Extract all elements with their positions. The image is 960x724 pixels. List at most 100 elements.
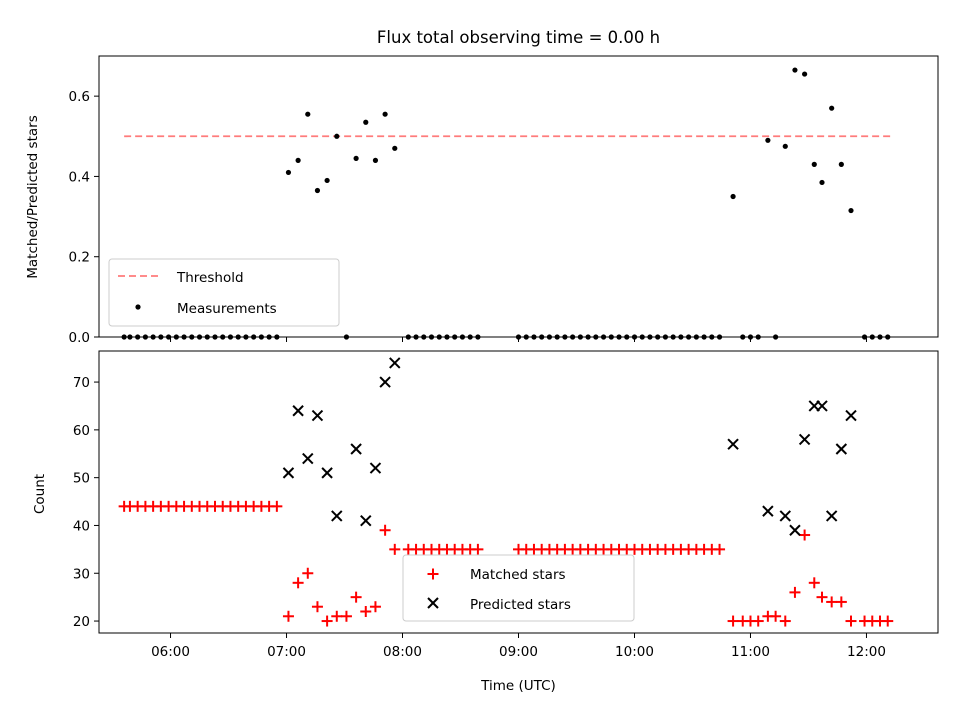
measurement-point <box>829 105 835 111</box>
matched-star-point <box>271 500 283 512</box>
matched-star-point <box>714 543 726 555</box>
bottom-y-ticks: 20 30 40 50 60 70 <box>73 375 99 630</box>
bottom-y-tick-label: 60 <box>73 423 90 439</box>
top-y-tick-label: 0.2 <box>69 250 90 266</box>
measurement-point <box>127 334 133 340</box>
measurement-point <box>334 133 340 139</box>
matched-star-point <box>331 610 343 622</box>
measurement-point <box>877 334 883 340</box>
measurement-point <box>324 177 330 184</box>
measurement-point <box>266 334 272 340</box>
measurement-point <box>405 334 411 340</box>
measurement-point <box>678 334 684 340</box>
measurement-point <box>372 157 379 163</box>
matched-stars-layer <box>118 500 894 627</box>
measurement-point <box>593 334 599 340</box>
x-tick-label: 12:00 <box>847 644 886 660</box>
measurement-point <box>181 334 187 340</box>
matched-star-point <box>882 615 894 627</box>
x-tick-label: 08:00 <box>383 644 422 660</box>
measurement-point <box>227 334 234 340</box>
matched-star-point <box>311 601 323 613</box>
predicted-star-point <box>779 510 791 522</box>
legend-threshold-label: Threshold <box>176 270 244 286</box>
measurement-point <box>295 157 301 163</box>
matched-star-point <box>835 596 847 608</box>
legend-predicted-swatch <box>427 597 439 609</box>
measurement-point <box>475 334 481 340</box>
legend-measurements-label: Measurements <box>177 301 277 317</box>
measurement-point <box>251 334 257 340</box>
x-tick-label: 07:00 <box>267 644 306 660</box>
measurement-point <box>730 193 736 200</box>
bottom-plot-area: 20 30 40 50 60 70 06:00 07:00 08:00 09:00 10:00 11… <box>32 350 939 694</box>
bottom-y-tick-label: 40 <box>73 518 90 534</box>
bottom-legend-box <box>402 554 635 622</box>
matched-star-point <box>770 610 782 622</box>
matched-star-point <box>379 524 391 536</box>
measurement-point <box>546 334 553 340</box>
measurement-point <box>531 334 537 340</box>
chart-title: Flux total observing time = 0.00 h <box>377 28 660 47</box>
legend-matched-label: Matched stars <box>470 567 566 583</box>
measurement-point <box>639 334 645 340</box>
measurement-point <box>570 334 576 340</box>
x-tick-label: 09:00 <box>499 644 538 660</box>
predicted-star-point <box>762 505 774 517</box>
bottom-y-tick-label: 20 <box>73 614 90 630</box>
measurement-point <box>773 334 779 340</box>
matched-star-point <box>389 543 401 555</box>
measurement-point <box>701 334 707 340</box>
measurement-point <box>709 334 715 340</box>
measurement-point <box>459 334 466 340</box>
measurement-point <box>655 334 661 340</box>
measurement-point <box>662 334 669 340</box>
measurement-point <box>363 119 369 125</box>
measurement-point <box>204 334 210 340</box>
predicted-star-point <box>282 467 295 479</box>
measurement-point <box>285 169 292 176</box>
matched-star-point <box>360 605 372 617</box>
measurement-point <box>196 334 203 340</box>
matched-star-point <box>727 615 739 627</box>
measurement-point <box>220 334 226 340</box>
measurement-point <box>647 334 653 340</box>
measurement-point <box>150 334 156 340</box>
measurement-points-layer <box>121 67 891 340</box>
matched-star-point <box>808 577 820 589</box>
legend-predicted-label: Predicted stars <box>470 597 571 613</box>
x-axis-label: Time (UTC) <box>480 678 556 694</box>
predicted-star-point <box>389 357 401 369</box>
predicted-star-point <box>311 409 324 422</box>
measurement-point <box>819 179 825 186</box>
bottom-y-tick-label: 30 <box>73 566 90 582</box>
x-tick-label: 10:00 <box>615 644 654 660</box>
measurement-point <box>467 334 473 340</box>
measurement-point <box>436 334 442 340</box>
measurement-point <box>838 161 844 167</box>
measurement-point <box>740 334 746 340</box>
predicted-star-point <box>379 376 391 388</box>
matched-star-point <box>799 529 811 541</box>
measurement-point <box>212 334 218 340</box>
measurement-point <box>142 334 148 340</box>
matched-star-point <box>472 543 484 555</box>
measurement-point <box>158 334 164 340</box>
x-tick-label: 11:00 <box>731 644 770 660</box>
measurement-point <box>343 334 350 340</box>
predicted-star-point <box>302 452 314 465</box>
top-legend-box <box>108 258 340 327</box>
top-y-tick-label: 0.6 <box>69 89 90 105</box>
predicted-star-point <box>369 462 382 474</box>
predicted-star-point <box>321 467 333 479</box>
measurement-point <box>314 187 321 194</box>
measurement-point <box>861 334 868 340</box>
measurement-point <box>608 334 614 340</box>
measurement-point <box>792 67 798 73</box>
measurement-point <box>885 334 891 340</box>
matched-star-point <box>845 615 857 627</box>
measurement-point <box>305 111 311 117</box>
legend-measurements-swatch <box>135 304 141 310</box>
measurement-point <box>243 334 249 340</box>
